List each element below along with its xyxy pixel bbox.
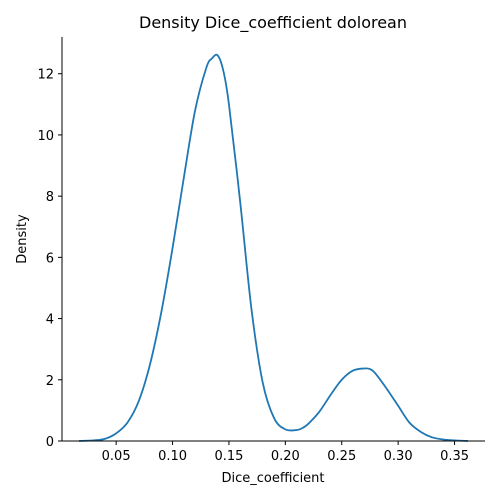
x-ticks: 0.05 0.10 0.15 0.20 0.25 0.30 0.35 — [102, 441, 469, 464]
y-tick-label: 10 — [37, 129, 54, 144]
plot-area — [78, 53, 469, 442]
y-tick-label: 2 — [46, 374, 54, 389]
y-tick-label: 6 — [46, 251, 54, 266]
y-ticks: 0 2 4 6 8 10 12 — [37, 68, 62, 450]
y-tick-label: 4 — [46, 313, 54, 328]
y-tick-label: 8 — [46, 190, 54, 205]
chart-title: Density Dice_coefficient dolorean — [139, 13, 407, 33]
density-curve — [78, 53, 469, 442]
x-tick-label: 0.35 — [440, 449, 469, 464]
y-tick-label: 12 — [37, 68, 54, 83]
x-axis-label: Dice_coefficient — [221, 471, 324, 486]
x-tick-label: 0.30 — [384, 449, 413, 464]
x-tick-label: 0.10 — [158, 449, 187, 464]
x-tick-label: 0.25 — [327, 449, 356, 464]
y-tick-label: 0 — [46, 435, 54, 450]
x-tick-label: 0.15 — [214, 449, 243, 464]
y-axis-label: Density — [15, 214, 30, 264]
x-tick-label: 0.05 — [102, 449, 131, 464]
x-tick-label: 0.20 — [271, 449, 300, 464]
